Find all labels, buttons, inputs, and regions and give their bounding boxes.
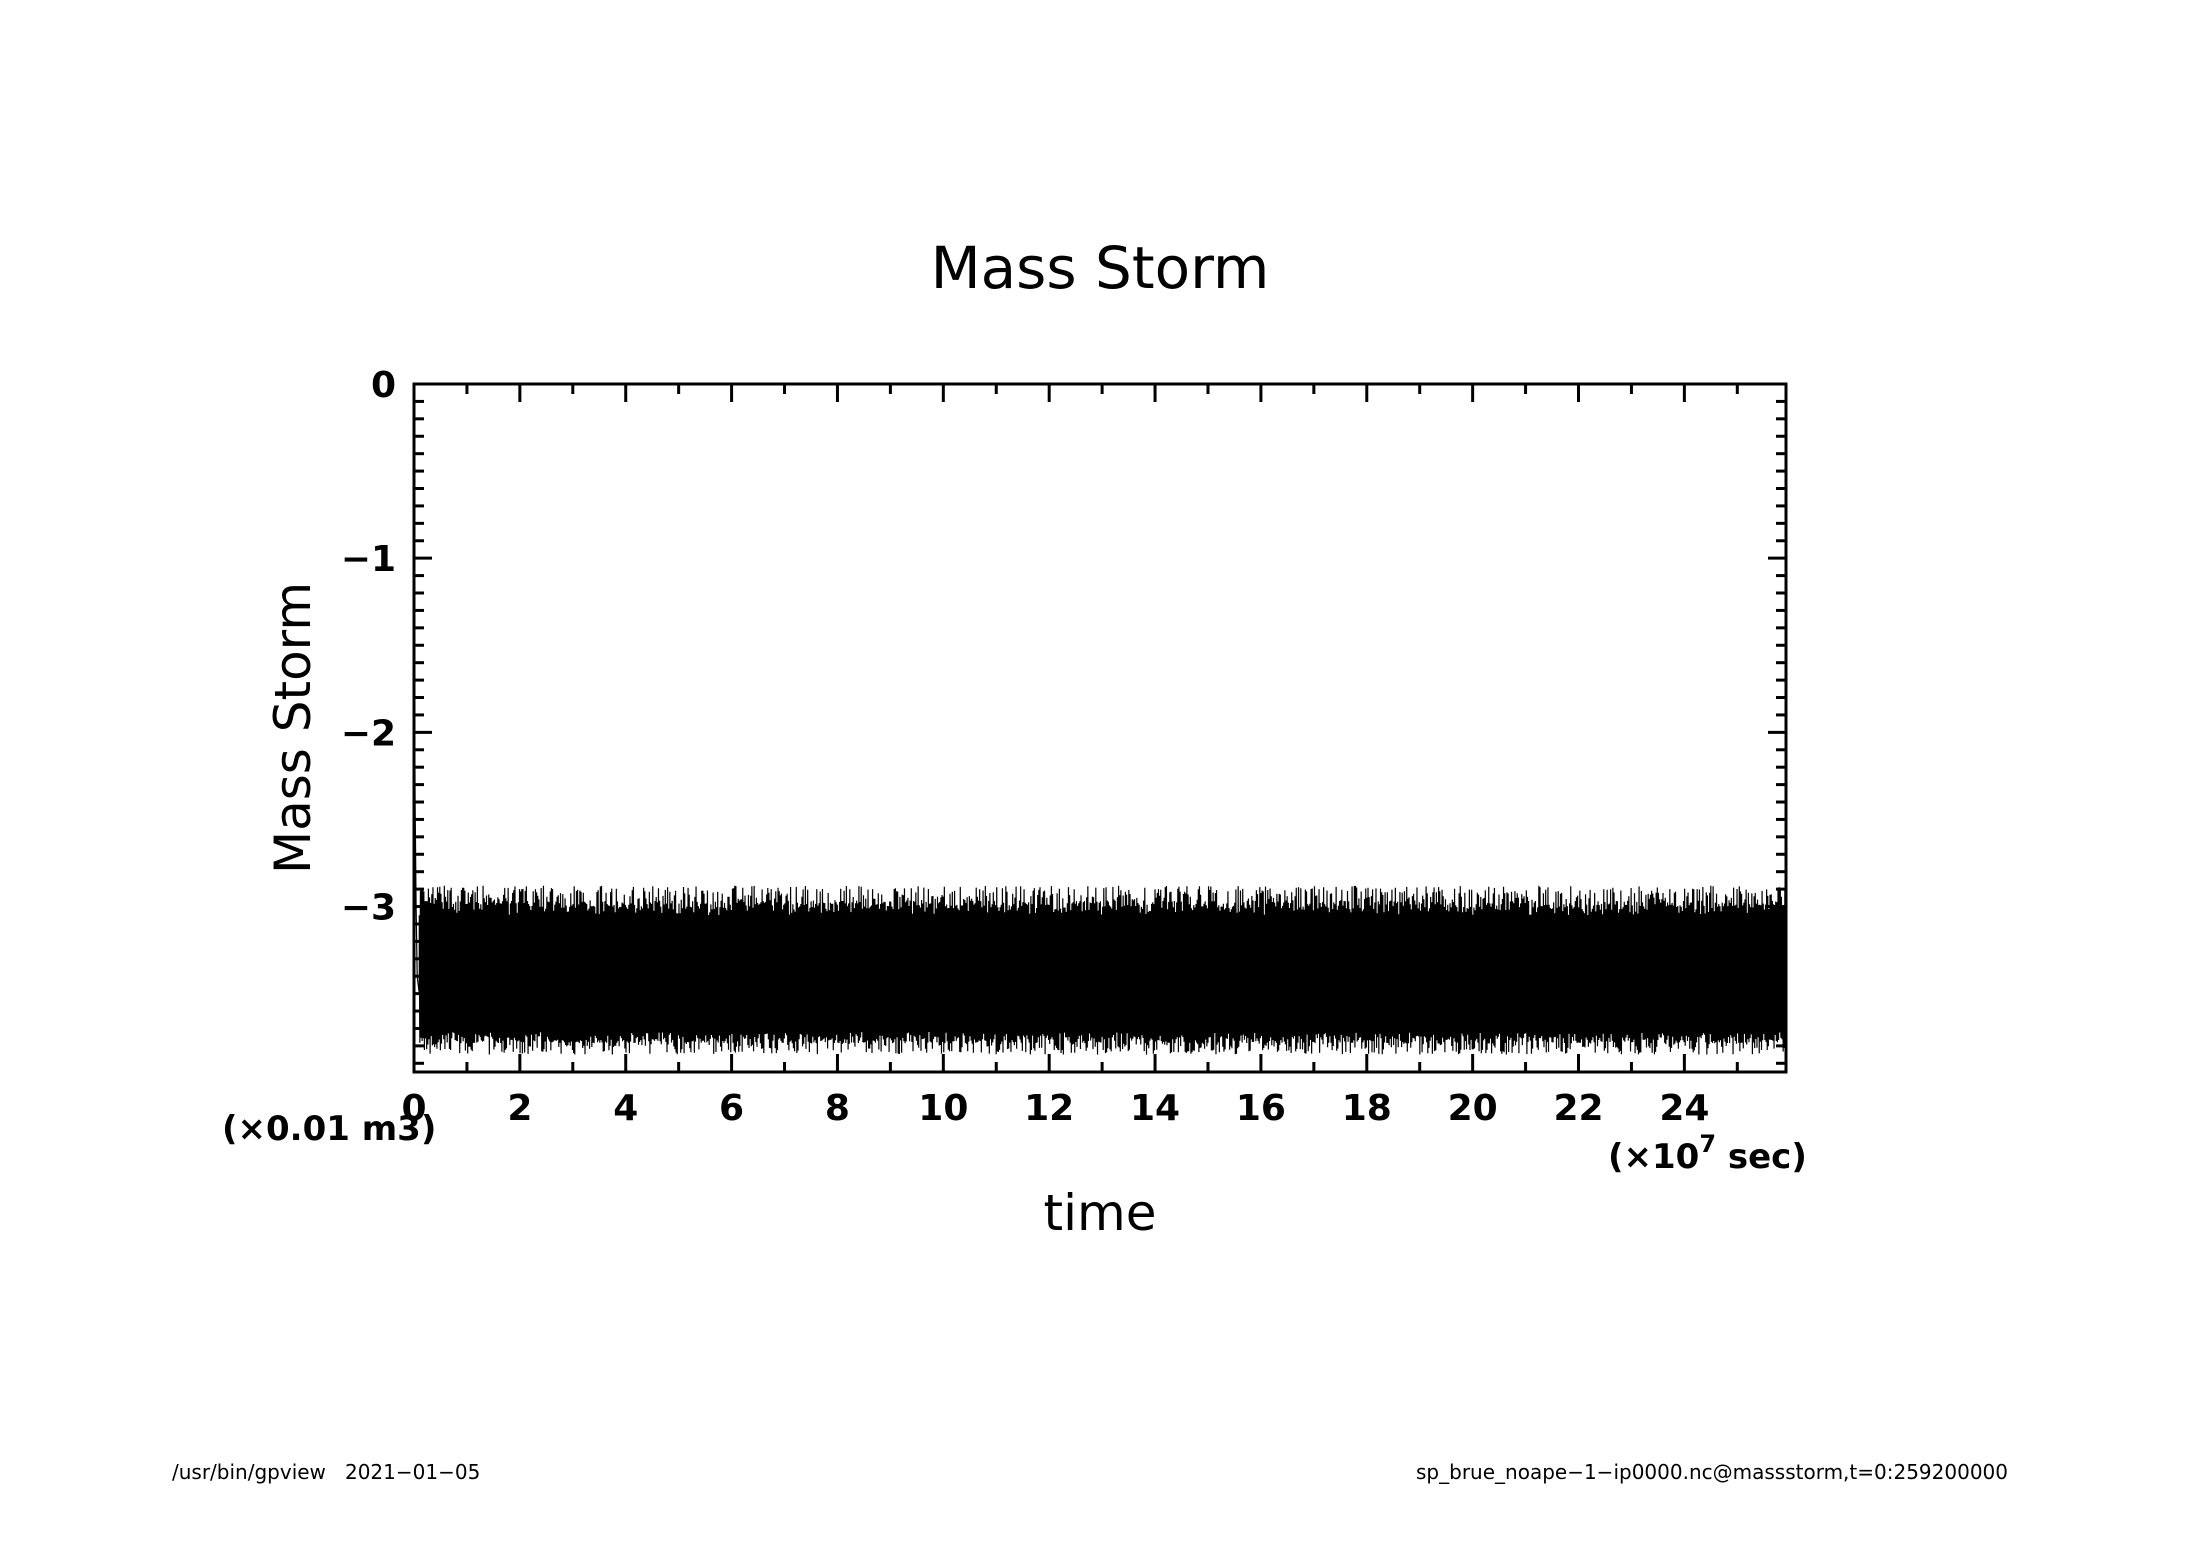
x-tick-label: 0 [401,1088,426,1129]
x-tick-label: 18 [1342,1088,1392,1129]
y-tick-label: −1 [341,539,396,580]
x-tick-label: 22 [1553,1088,1603,1129]
x-tick-label: 8 [825,1088,850,1129]
footer-program-date: /usr/bin/gpview 2021−01−05 [172,1460,481,1484]
y-tick-label: 0 [371,365,396,406]
y-tick-label: −3 [341,888,396,929]
x-tick-label: 20 [1448,1088,1498,1129]
y-unit-label: (×0.01 m3) [222,1109,436,1149]
ticks-layer [412,382,1786,1072]
x-unit-prefix: (×10 [1608,1137,1699,1177]
plot-frame [412,382,1788,1074]
x-tick-label: 2 [507,1088,532,1129]
x-tick-label: 12 [1024,1088,1074,1129]
x-tick-label: 24 [1659,1088,1709,1129]
x-tick-label: 6 [719,1088,744,1129]
x-unit-suffix: sec) [1716,1137,1807,1177]
y-tick-label: −2 [341,713,396,754]
x-axis-label: time [1044,1184,1157,1242]
x-tick-label: 10 [918,1088,968,1129]
series-dense-core [419,920,1786,1029]
x-unit-label: (×107 sec) [1608,1130,1807,1177]
x-tick-label: 14 [1130,1088,1180,1129]
footer-source-file: sp_brue_noape−1−ip0000.nc@massstorm,t=0:… [1416,1460,2008,1484]
x-tick-label: 4 [613,1088,638,1129]
y-axis-label: Mass Storm [264,582,322,874]
x-tick-label: 16 [1236,1088,1286,1129]
y-tick-labels: 0 −1 −2 −3 [341,365,396,929]
x-unit-exponent: 7 [1699,1130,1716,1158]
chart-title: Mass Storm [931,234,1270,302]
data-layer [413,558,1787,1055]
x-tick-labels: 0 2 4 6 8 10 12 14 16 18 20 22 24 [401,1088,1709,1129]
